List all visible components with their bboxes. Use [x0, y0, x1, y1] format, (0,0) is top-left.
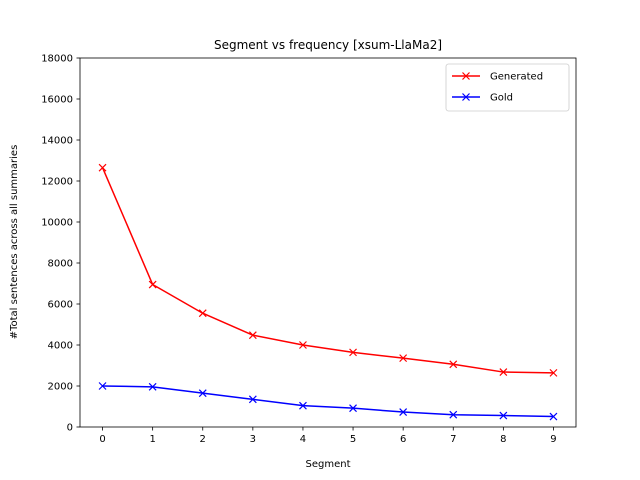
legend: Generated Gold [445, 63, 570, 112]
y-tick-label: 6000 [48, 300, 73, 311]
axes-frame [79, 57, 577, 428]
x-tick-label: 0 [99, 434, 105, 445]
data-point-gold [98, 382, 107, 390]
data-point-generated [299, 341, 307, 349]
legend-marker [462, 93, 470, 101]
x-tick-label: 4 [300, 434, 306, 445]
y-tick-label: 10000 [41, 218, 73, 229]
x-tick-label: 9 [550, 434, 556, 445]
plot-area [98, 163, 558, 421]
chart-title: Segment vs frequency [xsum-LlaMa2] [214, 38, 442, 52]
legend-marker [462, 72, 470, 80]
series-line-generated [101, 167, 554, 374]
legend-label: Gold [490, 93, 513, 104]
data-point-gold [549, 412, 558, 421]
y-tick-label: 12000 [41, 177, 73, 188]
data-point-gold [198, 389, 207, 398]
legend-label: Generated [490, 72, 543, 83]
data-point-gold [399, 408, 408, 416]
x-tick-label: 2 [200, 434, 206, 445]
series-line-gold [102, 385, 554, 418]
x-tick-label: 8 [500, 434, 506, 445]
y-tick-label: 0 [67, 423, 73, 434]
x-tick-label: 1 [149, 434, 155, 445]
data-point-generated [549, 368, 558, 377]
x-axis-label: Segment [306, 459, 351, 470]
y-tick-label: 8000 [48, 259, 73, 270]
x-tick-label: 5 [350, 434, 356, 445]
y-tick-label: 18000 [41, 54, 73, 65]
y-tick-label: 14000 [41, 136, 73, 147]
data-point-generated [248, 331, 257, 340]
x-tick-label: 6 [400, 434, 406, 445]
x-tick-label: 7 [450, 434, 456, 445]
y-tick-label: 4000 [48, 341, 73, 352]
data-point-generated [198, 309, 207, 318]
data-point-gold [148, 382, 157, 391]
data-point-gold [449, 410, 458, 419]
data-point-gold [499, 411, 508, 420]
y-tick-label: 2000 [48, 382, 73, 393]
legend-entry-generated: Generated [452, 72, 543, 83]
legend-entry-gold: Gold [452, 93, 513, 104]
data-point-gold [299, 401, 307, 410]
data-point-generated [349, 348, 357, 357]
axes: 0 1 2 3 4 5 6 7 8 9 0 2000 4000 6000 8000 10000 12000 140… [41, 54, 577, 445]
data-point-generated [499, 368, 508, 376]
data-point-gold [349, 404, 357, 413]
data-point-generated [148, 280, 157, 289]
data-point-generated [449, 360, 458, 369]
y-axis-label: #Total sentences across all summaries [9, 145, 20, 340]
y-tick-label: 16000 [41, 95, 73, 106]
x-tick-label: 3 [250, 434, 256, 445]
data-point-generated [98, 163, 107, 172]
data-point-gold [248, 395, 257, 404]
data-point-generated [399, 354, 408, 363]
